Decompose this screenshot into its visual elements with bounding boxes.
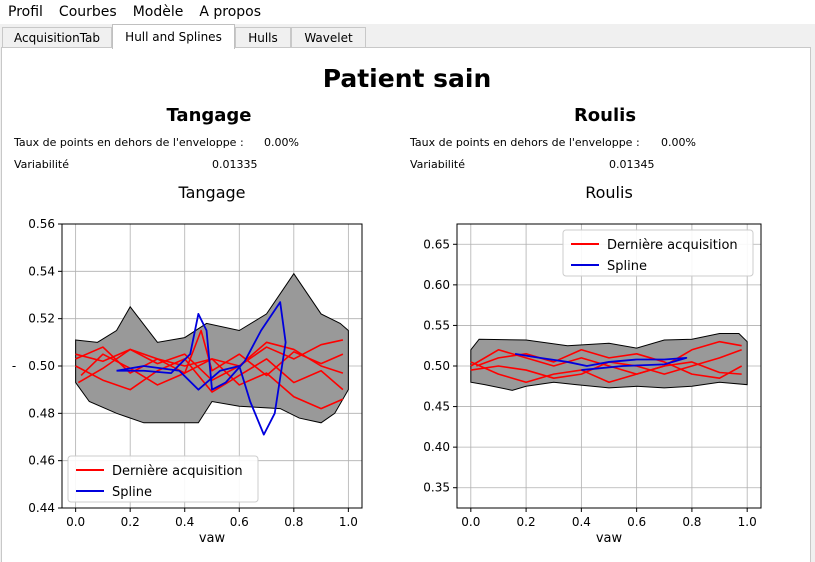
x-tick-label: 0.6 — [627, 515, 646, 529]
acquisition-line-1 — [470, 361, 742, 384]
spline-line — [514, 352, 688, 371]
acquisition-line-1 — [75, 358, 344, 393]
x-tick-label: 0.0 — [66, 515, 85, 529]
y-tick-label: 0.50 — [423, 359, 450, 373]
x-tick-label: 0.2 — [121, 515, 140, 529]
chart-tangage: Tangage 0.0 0.2 0.4 0.6 0.8 1.0 0.44 0.46 0.48 0.5… — [12, 183, 363, 546]
tab-acquisition[interactable]: AcquisitionTab — [2, 27, 112, 48]
section-title-tangage: Tangage — [166, 105, 252, 126]
x-tick-label: 0.4 — [572, 515, 591, 529]
tab-hulls[interactable]: Hulls — [235, 27, 291, 48]
legend-box — [67, 455, 259, 503]
tab-hull-and-splines[interactable]: Hull and Splines — [112, 24, 235, 49]
spline-line — [116, 301, 287, 436]
y-tick-label: 0.45 — [423, 400, 450, 414]
y-tick-label: 0.40 — [423, 440, 450, 454]
x-tick-label: 0.8 — [284, 515, 303, 529]
outside-rate-value-tangage: 0.00% — [264, 136, 299, 149]
legend-box — [562, 229, 754, 277]
x-tick-label: 0.4 — [175, 515, 194, 529]
variability-label-roulis: Variabilité — [410, 158, 465, 171]
acquisition-line-4 — [77, 341, 344, 384]
plot-frame — [61, 223, 363, 509]
hull-envelope — [75, 272, 349, 424]
x-tick-label: 0.6 — [230, 515, 249, 529]
y-tick-label: 0.55 — [423, 318, 450, 332]
tab-bar: AcquisitionTab Hull and Splines Hulls Wa… — [0, 24, 815, 49]
chart-roulis: Roulis 0.0 0.2 0.4 0.6 0.8 1.0 0.35 0.40 0.45 0.50… — [423, 183, 762, 546]
acquisition-line-2 — [476, 348, 743, 379]
page-title: Patient sain — [322, 64, 492, 93]
outside-rate-label-tangage: Taux de points en dehors de l'enveloppe … — [14, 136, 244, 149]
y-tick-label: 0.60 — [423, 278, 450, 292]
y-tick-label: 0.46 — [28, 454, 55, 468]
variability-value-roulis: 0.01345 — [609, 158, 655, 171]
legend-label: Dernière acquisition — [607, 238, 738, 253]
variability-label-tangage: Variabilité — [14, 158, 69, 171]
acquisition-line-2 — [80, 329, 344, 386]
menu-a-propos[interactable]: A propos — [199, 4, 262, 20]
menu-profil[interactable]: Profil — [8, 4, 43, 20]
menu-modele[interactable]: Modèle — [132, 4, 184, 20]
x-axis-label: vaw — [596, 531, 623, 546]
y-tick-label: 0.65 — [423, 237, 450, 251]
legend-label: Spline — [607, 259, 647, 274]
x-tick-label: 0.8 — [682, 515, 701, 529]
plot-frame — [456, 223, 762, 509]
y-tick-label: 0.56 — [28, 217, 55, 231]
tab-wavelet[interactable]: Wavelet — [291, 27, 366, 48]
menu-bar: Profil Courbes Modèle A propos — [0, 0, 815, 24]
y-tick-label: 0.54 — [28, 264, 55, 278]
outside-rate-label-roulis: Taux de points en dehors de l'enveloppe … — [410, 136, 640, 149]
chart-title-tangage: Tangage — [177, 183, 245, 202]
y-axis-label: - — [12, 359, 16, 373]
chart-title-roulis: Roulis — [585, 183, 633, 202]
y-tick-label: 0.50 — [28, 359, 55, 373]
outside-rate-value-roulis: 0.00% — [661, 136, 696, 149]
y-tick-label: 0.44 — [28, 501, 55, 515]
x-tick-label: 0.2 — [517, 515, 536, 529]
x-axis-label: vaw — [199, 531, 226, 546]
y-tick-label: 0.52 — [28, 312, 55, 326]
y-tick-label: 0.48 — [28, 406, 55, 420]
x-tick-label: 0.0 — [461, 515, 480, 529]
x-tick-label: 1.0 — [738, 515, 757, 529]
menu-courbes[interactable]: Courbes — [58, 4, 117, 20]
section-title-roulis: Roulis — [573, 105, 637, 126]
y-tick-label: 0.35 — [423, 481, 450, 495]
x-tick-label: 1.0 — [339, 515, 358, 529]
legend-label: Dernière acquisition — [112, 464, 243, 479]
legend-label: Spline — [112, 485, 152, 500]
variability-value-tangage: 0.01335 — [212, 158, 258, 171]
